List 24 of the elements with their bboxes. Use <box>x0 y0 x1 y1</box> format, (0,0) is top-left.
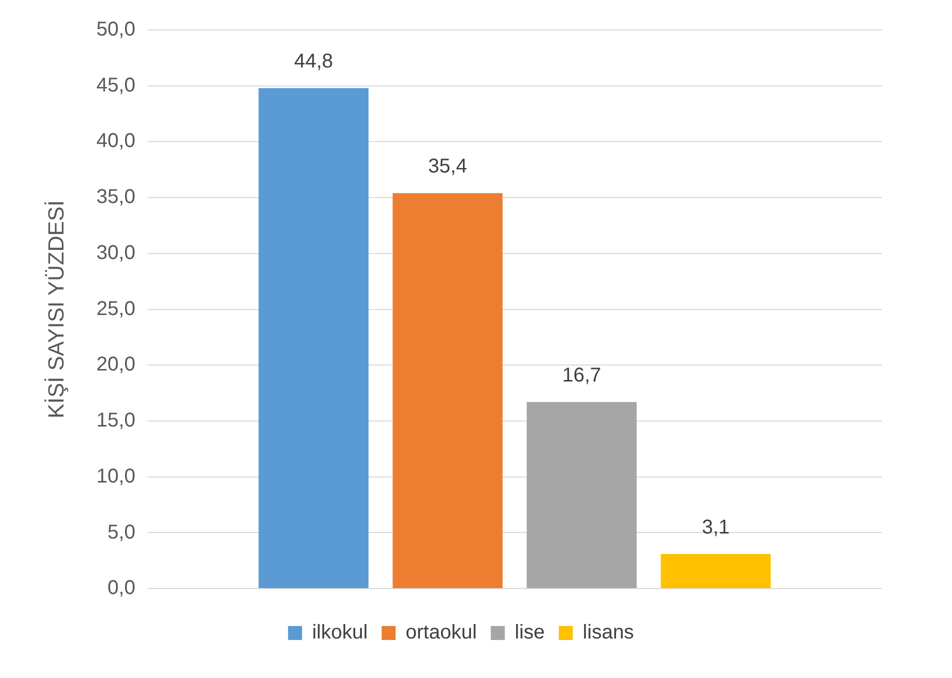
legend-label: ortaokul <box>406 622 477 644</box>
data-label: 16,7 <box>562 364 602 387</box>
y-tick-label: 20,0 <box>96 354 136 376</box>
data-label: 35,4 <box>428 156 468 178</box>
data-label: 44,8 <box>294 50 334 73</box>
y-tick-label: 45,0 <box>96 74 136 96</box>
y-tick-label: 50,0 <box>96 18 136 41</box>
data-label: 3,1 <box>702 516 730 538</box>
legend-label: lisans <box>582 622 634 644</box>
bar <box>258 88 369 588</box>
y-tick-label: 5,0 <box>108 521 136 544</box>
y-tick-label: 15,0 <box>96 410 136 432</box>
y-tick-label: 10,0 <box>96 465 136 488</box>
y-axis-title: KİŞİ SAYISI YÜZDESİ <box>43 200 68 418</box>
bar <box>526 402 637 588</box>
y-tick-label: 30,0 <box>96 242 136 264</box>
bar <box>392 193 503 588</box>
y-tick-label: 35,0 <box>96 186 136 208</box>
y-tick-label: 25,0 <box>96 298 136 320</box>
legend-label: ilkokul <box>312 622 368 644</box>
legend-label: lise <box>514 622 545 644</box>
y-tick-label: 0,0 <box>108 577 136 600</box>
y-tick-label: 40,0 <box>96 130 136 152</box>
bar <box>660 554 771 588</box>
